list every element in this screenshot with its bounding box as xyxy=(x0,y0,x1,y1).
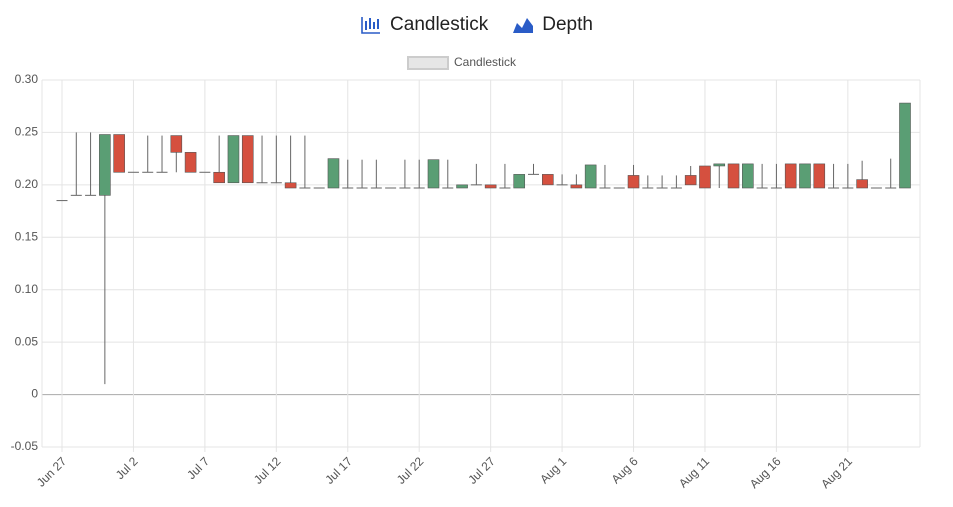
body xyxy=(513,174,526,189)
body-flat xyxy=(299,187,311,189)
y-tick-label: 0.05 xyxy=(15,334,39,348)
body xyxy=(742,163,754,189)
body-flat xyxy=(442,187,454,189)
body-flat xyxy=(770,187,782,189)
body xyxy=(484,184,497,189)
y-tick-label: 0.25 xyxy=(15,125,39,139)
body-flat xyxy=(142,171,154,173)
body-flat xyxy=(499,187,511,189)
x-tick-label: Jul 22 xyxy=(394,454,427,487)
tab-label: Depth xyxy=(542,14,593,35)
body-flat xyxy=(828,187,840,189)
body xyxy=(327,158,340,189)
body xyxy=(427,159,440,189)
body-flat xyxy=(199,171,211,173)
body-flat xyxy=(156,171,168,173)
body xyxy=(813,163,826,189)
body xyxy=(727,163,740,189)
body-flat xyxy=(342,187,354,189)
body-flat xyxy=(642,187,654,189)
body-flat xyxy=(127,171,139,173)
body xyxy=(213,171,225,184)
legend-swatch xyxy=(407,56,449,70)
body xyxy=(684,175,697,186)
tab-depth[interactable]: Depth xyxy=(512,14,593,36)
body xyxy=(799,163,811,189)
body-flat xyxy=(613,187,625,189)
body xyxy=(570,184,583,189)
body xyxy=(284,182,297,189)
x-tick-label: Jul 2 xyxy=(113,454,141,482)
x-tick-label: Aug 6 xyxy=(609,454,641,486)
body-flat xyxy=(356,187,368,189)
x-tick-label: Aug 11 xyxy=(676,454,712,490)
body xyxy=(113,134,125,173)
x-tick-label: Aug 16 xyxy=(747,454,784,491)
body-flat xyxy=(85,194,97,196)
body-flat xyxy=(413,187,425,189)
candlestick-icon xyxy=(361,17,381,34)
x-tick-label: Jun 27 xyxy=(34,454,70,490)
x-tick-label: Aug 1 xyxy=(537,454,569,486)
body-flat xyxy=(270,182,282,184)
tab-label: Candlestick xyxy=(390,14,489,35)
body-flat xyxy=(313,187,325,189)
body xyxy=(227,135,240,184)
body xyxy=(170,135,183,153)
body xyxy=(627,175,640,189)
body-flat xyxy=(670,187,682,189)
body-flat xyxy=(528,173,540,175)
body xyxy=(784,163,797,189)
body-flat xyxy=(256,182,268,184)
body xyxy=(456,184,468,189)
body xyxy=(99,134,111,196)
body xyxy=(699,165,711,189)
x-tick-label: Jul 27 xyxy=(465,454,498,487)
body xyxy=(856,179,868,189)
body xyxy=(241,135,254,184)
body-flat xyxy=(70,194,82,196)
y-tick-label: 0.10 xyxy=(15,282,39,296)
body xyxy=(184,152,197,173)
depth-icon xyxy=(513,18,534,33)
body-flat xyxy=(56,200,68,202)
x-tick-label: Jul 17 xyxy=(322,454,355,487)
body xyxy=(584,164,597,189)
y-tick-label: 0 xyxy=(31,387,38,401)
x-tick-label: Jul 12 xyxy=(251,454,284,487)
y-tick-label: 0.30 xyxy=(15,72,39,86)
x-tick-label: Jul 7 xyxy=(184,454,212,482)
body-flat xyxy=(842,187,854,189)
y-tick-label: 0.20 xyxy=(15,177,39,191)
body-flat xyxy=(599,187,611,189)
body-flat xyxy=(556,184,568,186)
body xyxy=(713,163,726,167)
y-tick-label: -0.05 xyxy=(11,439,39,453)
tabs: Candlestick Depth xyxy=(0,14,953,36)
legend-label: Candlestick xyxy=(454,55,517,69)
x-tick-label: Aug 21 xyxy=(818,454,855,491)
body-flat xyxy=(756,187,768,189)
body-flat xyxy=(385,187,397,189)
body-flat xyxy=(470,184,482,186)
tab-candlestick[interactable]: Candlestick xyxy=(360,14,488,36)
body-flat xyxy=(656,187,668,189)
body-flat xyxy=(399,187,411,189)
body-flat xyxy=(870,187,882,189)
body-flat xyxy=(370,187,382,189)
body xyxy=(899,102,911,189)
y-tick-label: 0.15 xyxy=(15,229,39,243)
body-flat xyxy=(885,187,897,189)
body xyxy=(541,174,554,186)
